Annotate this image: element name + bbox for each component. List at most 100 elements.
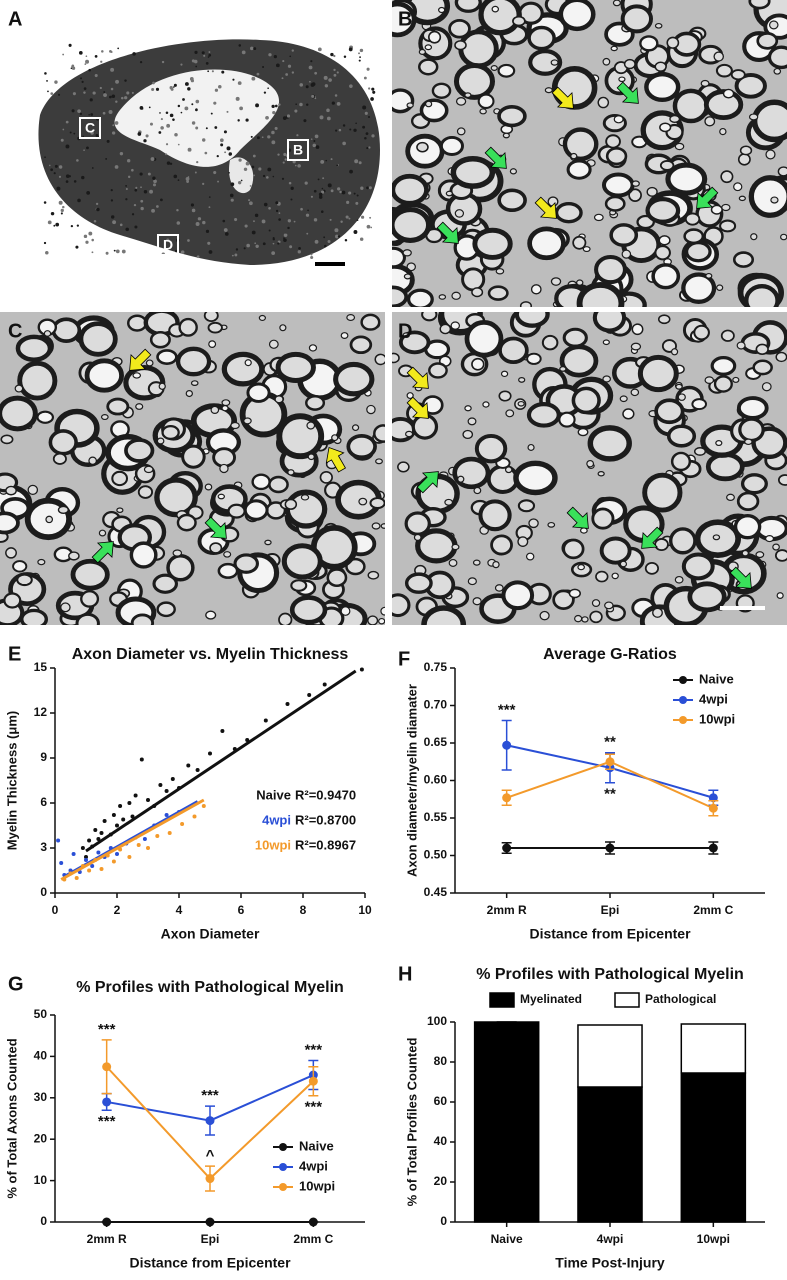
- axon-profile: [579, 527, 588, 534]
- tissue-speck: [294, 164, 297, 167]
- axon-profile: [175, 346, 212, 377]
- point: [118, 804, 123, 808]
- axon-profile: [98, 529, 107, 537]
- axon-profile: [566, 159, 592, 180]
- tissue-speck: [312, 143, 317, 148]
- tissue-speck: [187, 87, 191, 91]
- tissue-speck: [196, 255, 200, 259]
- bar-segment: [473, 1021, 540, 1223]
- tissue-speck: [262, 65, 265, 68]
- axon-profile: [380, 606, 385, 616]
- significance-mark: ***: [201, 1087, 219, 1104]
- tissue-speck: [62, 53, 65, 56]
- tissue-speck: [208, 53, 212, 57]
- tissue-speck: [197, 217, 202, 221]
- tissue-speck: [266, 176, 269, 179]
- axon-profile: [752, 359, 773, 376]
- axon-profile: [589, 610, 603, 624]
- tissue-speck: [110, 87, 114, 91]
- tissue-speck: [208, 196, 211, 198]
- axon-profile: [132, 372, 142, 379]
- tissue-speck: [92, 91, 96, 95]
- tissue-speck: [265, 115, 269, 120]
- tissue-speck: [46, 80, 48, 82]
- tissue-speck: [190, 203, 194, 207]
- tissue-speck: [214, 88, 219, 92]
- tissue-speck: [328, 78, 332, 82]
- tissue-speck: [366, 67, 370, 71]
- tissue-speck: [53, 224, 56, 227]
- tissue-speck: [110, 67, 115, 72]
- tissue-speck: [246, 243, 250, 248]
- axon-profile: [51, 317, 82, 343]
- axon-profile: [223, 551, 232, 558]
- tissue-speck: [158, 131, 162, 134]
- arrow: [566, 506, 589, 529]
- axon-profile: [704, 376, 715, 384]
- axon-profile: [306, 421, 316, 430]
- tissue-speck: [314, 97, 317, 100]
- legend-marker: [679, 676, 687, 684]
- tissue-speck: [237, 81, 242, 85]
- tissue-speck: [243, 167, 248, 171]
- axon-profile: [773, 67, 782, 75]
- tissue-speck: [274, 126, 278, 130]
- tissue-speck: [83, 149, 85, 151]
- axon-profile: [570, 152, 578, 160]
- tissue-speck: [207, 70, 210, 73]
- tissue-speck: [356, 219, 359, 222]
- tissue-speck: [335, 129, 338, 132]
- tissue-speck: [327, 239, 331, 243]
- axon-profile: [550, 59, 559, 66]
- point: [164, 813, 169, 817]
- point: [93, 828, 98, 832]
- tissue-speck: [119, 223, 123, 227]
- axon-profile: [687, 581, 727, 613]
- axon-profile: [145, 359, 154, 367]
- tissue-speck: [255, 244, 259, 248]
- tissue-speck: [277, 153, 280, 156]
- axon-profile: [5, 485, 17, 496]
- tissue-speck: [108, 110, 113, 115]
- tissue-speck: [184, 82, 189, 86]
- tissue-speck: [238, 44, 242, 47]
- tissue-speck: [308, 65, 313, 70]
- axon-profile: [60, 602, 71, 613]
- tissue-speck: [255, 103, 259, 108]
- tissue-speck: [310, 195, 314, 198]
- tissue-speck: [254, 213, 259, 218]
- tissue-speck: [153, 179, 157, 184]
- axon-profile: [674, 575, 684, 584]
- tissue-speck: [323, 236, 326, 239]
- tissue-speck: [80, 77, 83, 80]
- axon-profile: [276, 413, 325, 460]
- tissue-speck: [139, 106, 144, 110]
- tissue-speck: [189, 77, 194, 81]
- axon-profile: [684, 212, 701, 226]
- axon-profile: [209, 542, 223, 554]
- point: [102, 1217, 112, 1227]
- axon-profile: [550, 277, 562, 286]
- axon-profile: [454, 0, 482, 13]
- y-tick-label: 15: [34, 660, 48, 674]
- tissue-speck: [165, 153, 167, 156]
- tissue-speck: [151, 208, 155, 213]
- axon-profile: [558, 0, 596, 32]
- tissue-speck: [253, 47, 257, 51]
- y-tick-label: 0.55: [424, 810, 448, 824]
- axon-profile: [406, 392, 414, 400]
- arrow: [616, 81, 639, 104]
- axon-profile: [472, 559, 481, 566]
- axon-profile: [340, 606, 351, 616]
- axon-profile: [0, 395, 38, 432]
- tissue-speck: [358, 161, 362, 165]
- axon-profile: [736, 491, 760, 512]
- axon-profile: [161, 425, 180, 440]
- tissue-speck: [62, 128, 65, 131]
- tissue-speck: [333, 73, 337, 77]
- chart-title: Axon Diameter vs. Myelin Thickness: [72, 646, 349, 663]
- tissue-speck: [361, 215, 365, 219]
- axon-profile: [251, 473, 271, 491]
- axon-profile: [369, 497, 385, 510]
- axon-profile: [487, 285, 509, 301]
